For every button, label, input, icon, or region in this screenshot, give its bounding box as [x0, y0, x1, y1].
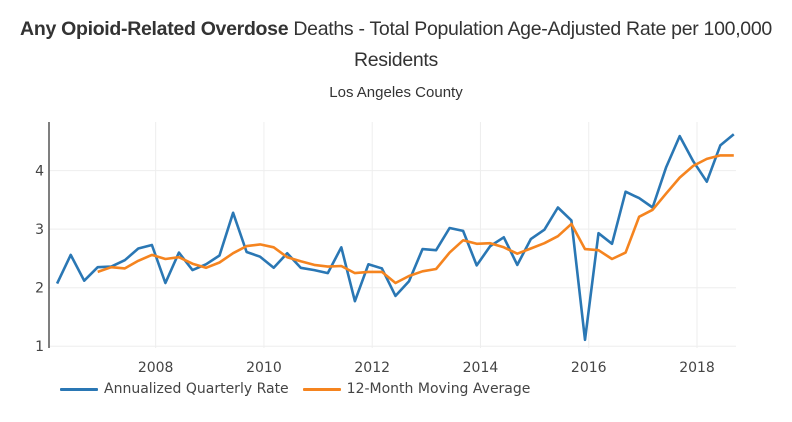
chart-subtitle: Los Angeles County [329, 84, 463, 101]
series-line-12-month-moving-average[interactable] [97, 154, 734, 285]
legend-item-12-month-moving-average[interactable]: 12-Month Moving Average [302, 381, 531, 397]
axis-ticks: 1 2 3 4 2008 2010 2012 2014 2016 2018 [35, 164, 715, 376]
chart-title-line2: Residents [353, 49, 438, 71]
y-tick-label: 1 [35, 339, 44, 355]
legend-label: 12-Month Moving Average [346, 381, 531, 397]
grid [49, 122, 736, 348]
y-tick-label: 3 [35, 222, 44, 238]
x-tick-label: 2018 [679, 360, 715, 376]
y-tick-label: 4 [35, 164, 44, 180]
chart-title-rest: Deaths - Total Population Age-Adjusted R… [288, 18, 772, 40]
series [55, 133, 735, 342]
series-line-annualized-quarterly-rate[interactable] [55, 133, 735, 342]
x-tick-label: 2010 [246, 360, 282, 376]
x-tick-label: 2016 [571, 360, 607, 376]
legend-item-annualized-quarterly-rate[interactable]: Annualized Quarterly Rate [60, 381, 289, 397]
legend-label: Annualized Quarterly Rate [104, 381, 289, 397]
legend-swatch-blue [60, 387, 98, 391]
x-tick-label: 2012 [354, 360, 390, 376]
x-tick-label: 2014 [463, 360, 499, 376]
chart-title: Any Opioid-Related Overdose Deaths - Tot… [0, 14, 792, 76]
x-tick-label: 2008 [138, 360, 174, 376]
legend-swatch-orange [302, 387, 341, 391]
chart-title-bold: Any Opioid-Related Overdose [20, 18, 289, 40]
y-tick-label: 2 [35, 281, 44, 297]
legend: Annualized Quarterly Rate 12-Month Movin… [60, 381, 544, 397]
